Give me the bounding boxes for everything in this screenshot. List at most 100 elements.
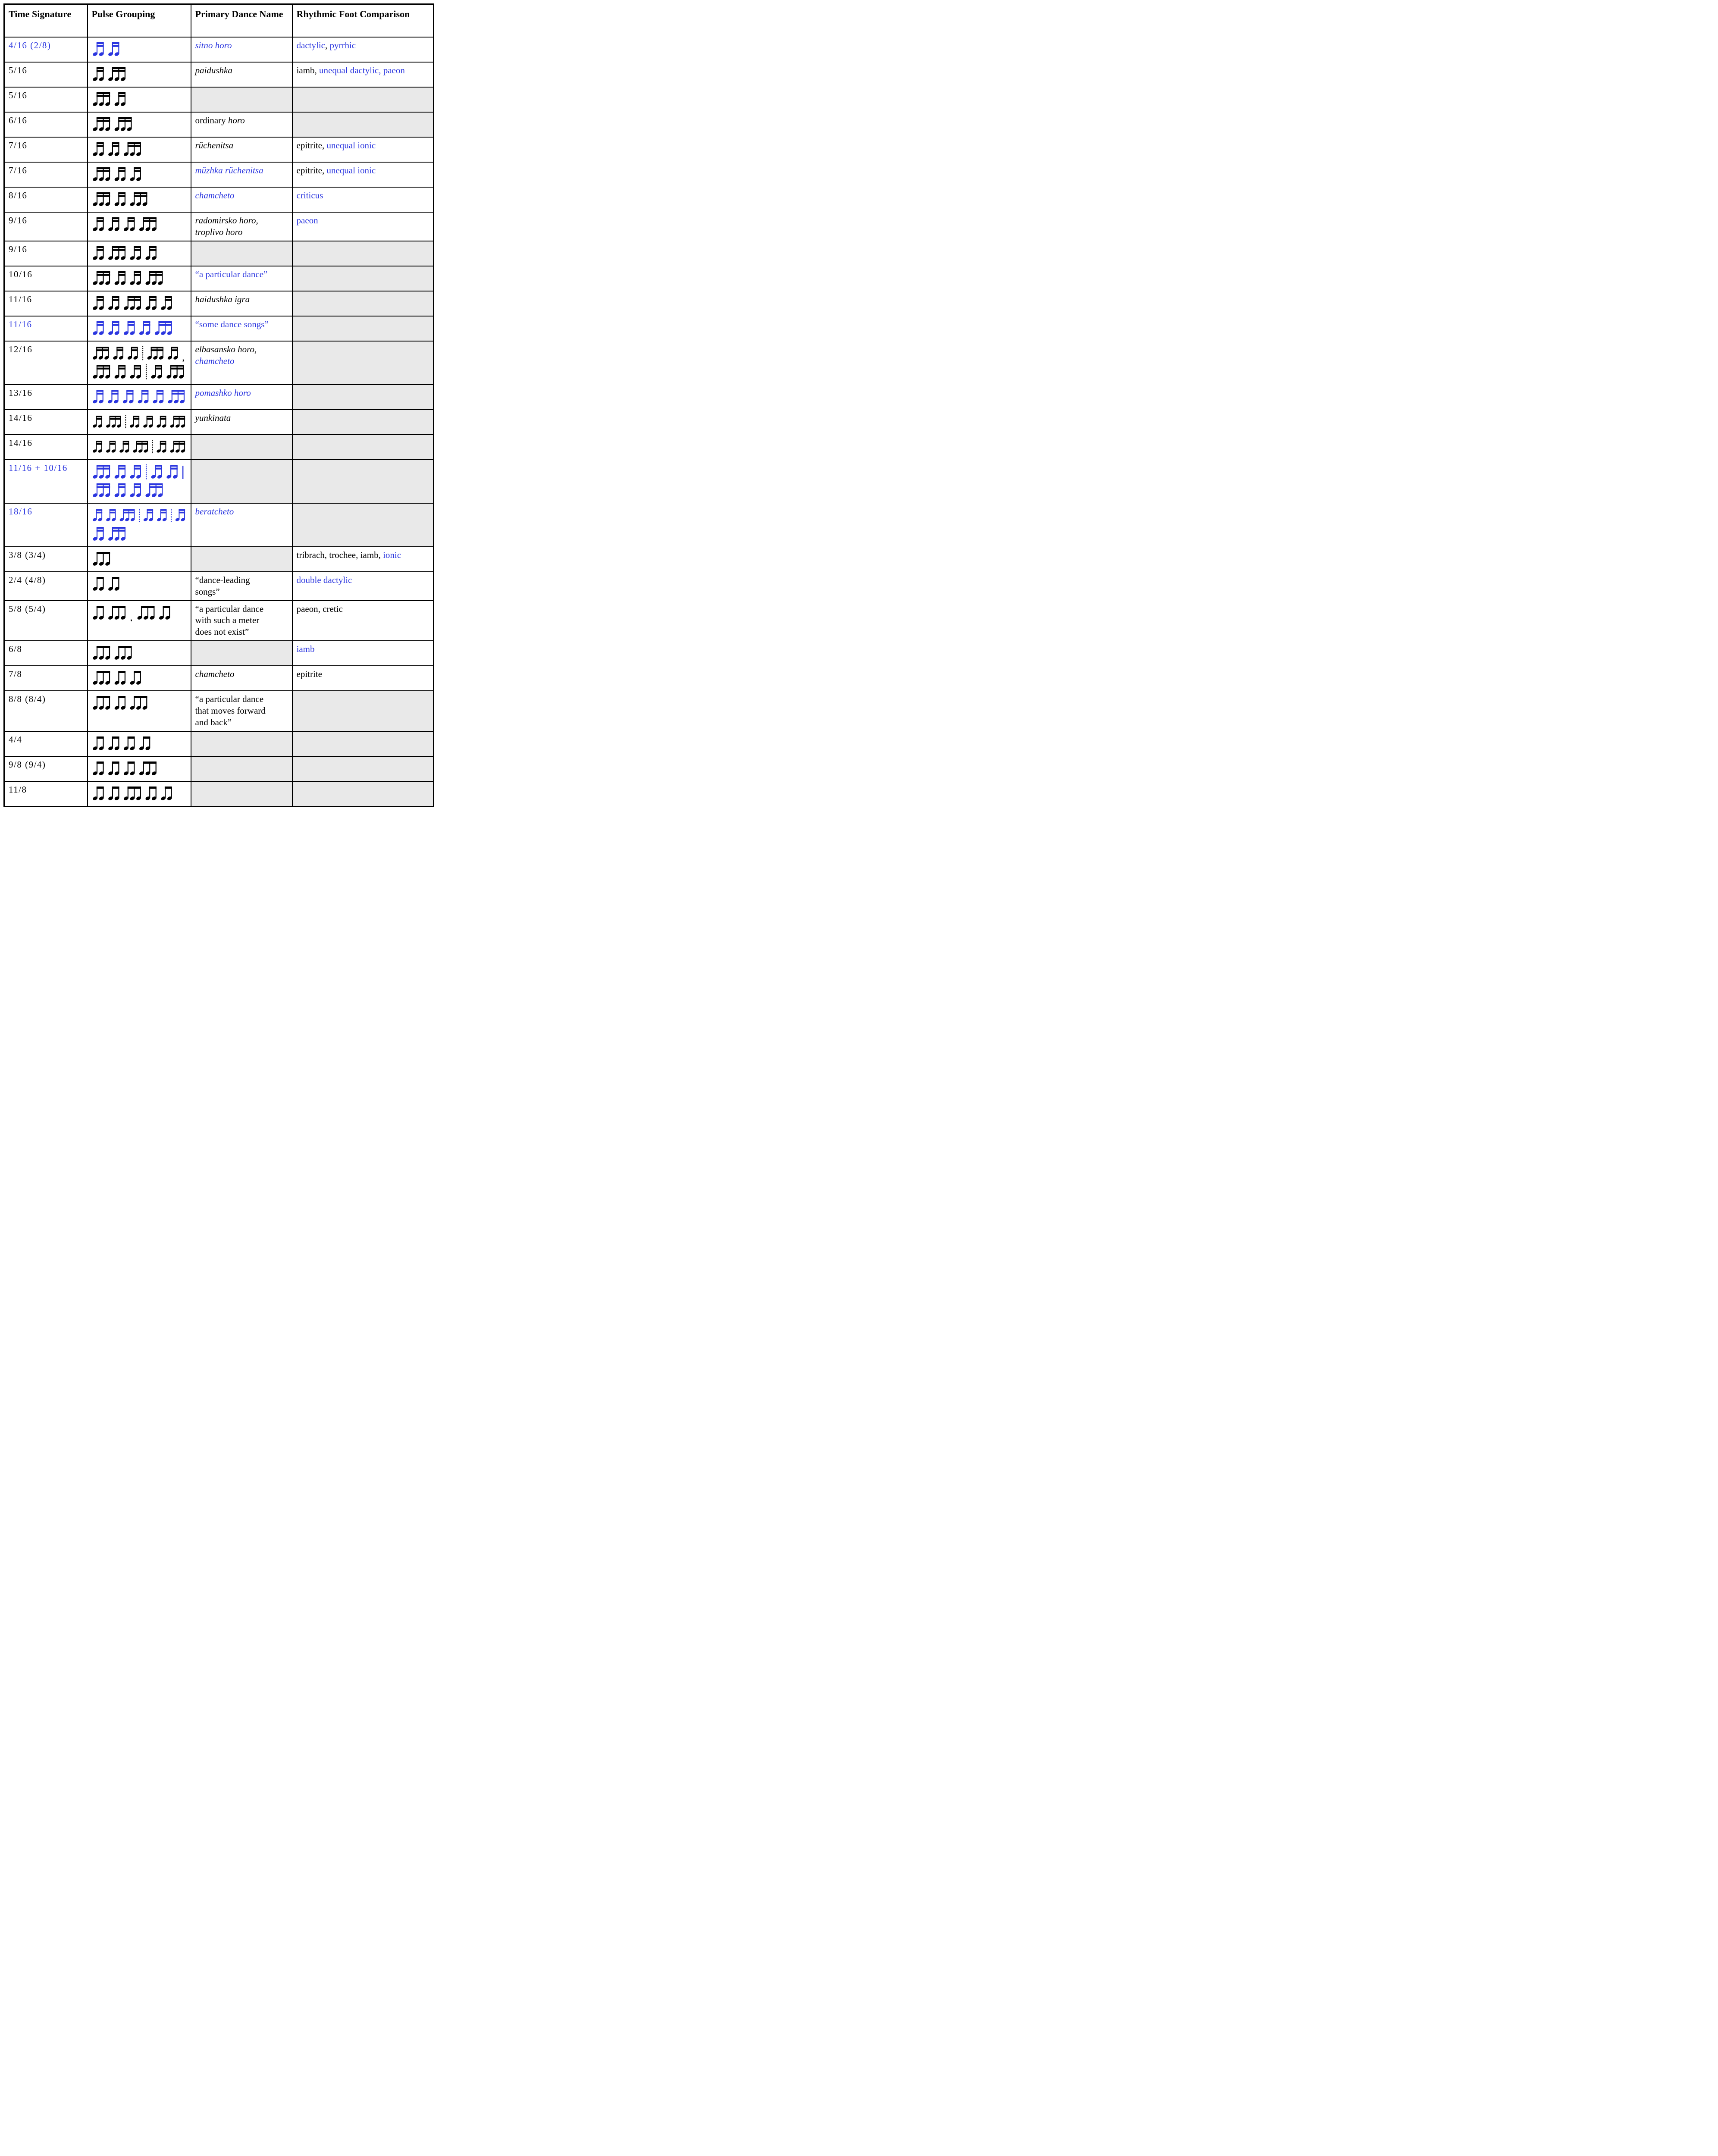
pulse-pattern-line [92, 217, 157, 231]
dance-name-cell [190, 87, 293, 113]
table-row: 7/8 chamcheto epitrite [3, 665, 434, 692]
table-row: 3/8 (3/4) tribrach, trochee, iamb, ionic [3, 546, 434, 572]
foot-comparison-cell: iamb [292, 640, 434, 667]
dance-name-cell: radomirsko horo, troplivo horo [190, 212, 293, 241]
dance-name-cell: beratcheto [190, 502, 293, 547]
text-run: that moves forward [195, 705, 266, 716]
time-signature-text: 2/4 (4/8) [9, 574, 46, 585]
table-header: Time Signature Pulse Grouping Primary Da… [3, 3, 434, 38]
foot-comparison-cell: epitrite, unequal ionic [292, 137, 434, 163]
time-signature-cell: 5/8 (5/4) [3, 600, 88, 642]
time-signature-text: 6/16 [9, 115, 28, 125]
pulse-pattern-line [92, 464, 183, 479]
header-primary-dance-name: Primary Dance Name [190, 3, 293, 38]
text-run: paidushka [195, 65, 232, 75]
text-run: tribrach, trochee, iamb, [296, 549, 383, 560]
time-signature-text: 9/8 (9/4) [9, 759, 46, 770]
table-row: 12/16 , elbasansko horo, chamcheto [3, 340, 434, 385]
time-signature-cell: 10/16 [3, 265, 88, 291]
text-run: chamcheto [195, 355, 235, 366]
dance-name-cell: yunkinata [190, 409, 293, 435]
text-run: ionic [383, 549, 401, 560]
pulse-pattern-line [92, 483, 163, 497]
dance-name-cell: “some dance songs” [190, 315, 293, 342]
foot-comparison-cell: criticus [292, 187, 434, 213]
pulse-pattern-line [92, 526, 125, 541]
dance-name-cell: ordinary horo [190, 112, 293, 138]
table-row: 14/16 yunkinata [3, 409, 434, 435]
time-signature-cell: 8/16 [3, 187, 88, 213]
time-signature-text: 11/8 [9, 784, 27, 795]
time-signature-text: 14/16 [9, 412, 33, 423]
table-row: 8/16 chamcheto criticus [3, 187, 434, 213]
header-row: Time Signature Pulse Grouping Primary Da… [3, 3, 434, 38]
foot-comparison-cell [292, 434, 434, 460]
table-row: 4/16 (2/8) sitno horo dactylic, pyrrhic [3, 37, 434, 63]
time-signature-cell: 5/16 [3, 62, 88, 88]
foot-comparison-cell: paeon, cretic [292, 600, 434, 642]
dance-name-cell: “dance-leading songs” [190, 571, 293, 601]
pulse-pattern-line [92, 117, 132, 131]
dance-name-cell: chamcheto [190, 665, 293, 692]
table-row: 6/16 ordinary horo [3, 112, 434, 138]
text-run: and back” [195, 717, 232, 727]
pulse-pattern-line [92, 786, 172, 800]
time-signature-cell: 5/16 [3, 87, 88, 113]
pulse-pattern-line [92, 321, 172, 335]
table-row: 6/8 iamb [3, 640, 434, 667]
pulse-grouping-cell [87, 240, 191, 266]
pulse-grouping-cell [87, 162, 191, 188]
pulse-grouping-cell [87, 502, 191, 547]
text-run: “a particular dance [195, 603, 264, 614]
foot-comparison-cell: tribrach, trochee, iamb, ionic [292, 546, 434, 572]
text-run: chamcheto [195, 190, 235, 201]
table-row: 10/16 “a particular dance” [3, 265, 434, 291]
pulse-pattern-line [92, 142, 141, 156]
table-row: 9/16 radomirsko horo, troplivo horo paeon [3, 212, 434, 241]
text-run: “dance-leading [195, 574, 250, 585]
time-signature-text: 13/16 [9, 387, 33, 398]
pulse-pattern-line [92, 67, 125, 81]
dance-name-cell: elbasansko horo, chamcheto [190, 340, 293, 385]
pulse-pattern-line [92, 440, 185, 453]
pulse-grouping-cell [87, 315, 191, 342]
text-run: paeon, cretic [296, 603, 343, 614]
foot-comparison-cell [292, 755, 434, 782]
pulse-grouping-cell [87, 434, 191, 460]
pulse-grouping-cell [87, 409, 191, 435]
foot-comparison-cell [292, 780, 434, 807]
dance-name-cell: sitno horo [190, 37, 293, 63]
table-row: 13/16 pomashko horo [3, 384, 434, 410]
time-signature-text: 9/16 [9, 244, 28, 254]
foot-comparison-cell [292, 690, 434, 732]
time-signature-cell: 4/4 [3, 730, 88, 757]
time-signature-cell: 13/16 [3, 384, 88, 410]
time-signature-text: 7/16 [9, 165, 28, 175]
table-body: 4/16 (2/8) sitno horo dactylic, pyrrhic … [3, 37, 434, 807]
table-row: 11/16 “some dance songs” [3, 315, 434, 342]
pulse-grouping-cell [87, 780, 191, 807]
text-run: songs” [195, 586, 220, 597]
time-signature-cell: 9/16 [3, 240, 88, 266]
header-time-signature: Time Signature [3, 3, 88, 38]
foot-comparison-cell [292, 459, 434, 504]
pulse-pattern-line [92, 296, 172, 310]
pulse-grouping-cell [87, 187, 191, 213]
text-run: ordinary [195, 115, 228, 125]
pulse-pattern-line [92, 577, 119, 591]
time-signature-cell: 6/8 [3, 640, 88, 667]
time-signature-cell: 14/16 [3, 434, 88, 460]
foot-comparison-cell: paeon [292, 212, 434, 241]
text-run: epitrite [296, 669, 322, 680]
time-signature-text: 7/16 [9, 140, 28, 150]
text-run: unequal ionic [326, 140, 376, 150]
svg-text:,: , [130, 610, 133, 621]
time-signature-cell: 3/8 (3/4) [3, 546, 88, 572]
pulse-pattern-line [92, 761, 157, 775]
table-row: 5/16 [3, 87, 434, 113]
pulse-grouping-cell [87, 640, 191, 667]
time-signature-text: 7/8 [9, 669, 22, 680]
pulse-grouping-cell [87, 112, 191, 138]
table-row: 8/8 (8/4) “a particular dance that moves … [3, 690, 434, 732]
time-signature-text: 8/8 (8/4) [9, 694, 46, 705]
